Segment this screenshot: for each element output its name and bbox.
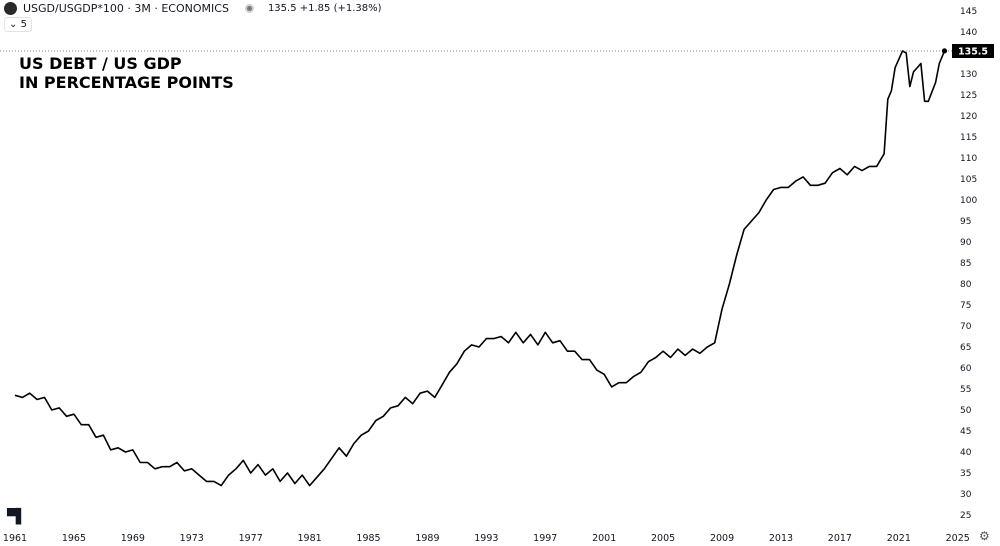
settings-gear-icon[interactable]: ⚙: [979, 529, 990, 543]
price-values: 135.5 +1.85 (+1.38%): [267, 3, 382, 14]
x-tick-label: 1993: [474, 533, 498, 544]
x-tick-label: 1985: [356, 533, 380, 544]
y-tick-label: 85: [960, 259, 971, 269]
y-tick-label: 55: [960, 385, 971, 395]
y-tick-label: 65: [960, 343, 971, 353]
annotation-line-2: IN PERCENTAGE POINTS: [19, 73, 234, 92]
symbol-name[interactable]: USGD/USGDP*100 · 3M · ECONOMICS: [23, 2, 229, 15]
x-tick-label: 1973: [180, 533, 204, 544]
chart-legend: USGD/USGDP*100 · 3M · ECONOMICS 135.5 +1…: [4, 2, 382, 15]
x-tick-label: 2025: [946, 533, 970, 544]
x-tick-label: 1997: [533, 533, 557, 544]
x-tick-label: 1965: [62, 533, 86, 544]
time-axis: 1961 1965 1969 1973 1977 1981 1985 1989 1993 1997…: [3, 533, 970, 544]
x-tick-label: 1981: [298, 533, 322, 544]
x-tick-label: 1969: [121, 533, 145, 544]
x-tick-label: 1961: [3, 533, 27, 544]
x-tick-label: 2009: [710, 533, 734, 544]
last-point-marker: [941, 48, 948, 54]
x-tick-label: 2017: [828, 533, 852, 544]
y-tick-label: 40: [960, 448, 972, 458]
indicator-count: 5: [20, 19, 27, 30]
tradingview-logo-icon[interactable]: ▀▌: [7, 509, 26, 525]
series-line: [14, 50, 946, 487]
chart-annotation: US DEBT / US GDP IN PERCENTAGE POINTS: [19, 54, 234, 92]
x-tick-label: 2013: [769, 533, 793, 544]
x-tick-label: 2001: [592, 533, 616, 544]
y-tick-label: 120: [960, 112, 977, 122]
x-tick-label: 1977: [239, 533, 263, 544]
y-tick-label: 50: [960, 406, 972, 416]
y-tick-label: 35: [960, 469, 971, 479]
x-tick-label: 1989: [415, 533, 439, 544]
indicators-collapse-button[interactable]: ⌄ 5: [4, 17, 32, 32]
y-tick-label: 105: [960, 175, 977, 185]
y-tick-label: 140: [960, 28, 977, 38]
y-tick-label: 25: [960, 511, 971, 521]
last-price-label-bg: [952, 44, 994, 58]
y-tick-label: 45: [960, 427, 971, 437]
symbol-logo-icon: [4, 2, 17, 15]
x-tick-label: 2021: [887, 533, 911, 544]
y-tick-label: 100: [960, 196, 977, 206]
x-tick-label: 2005: [651, 533, 675, 544]
y-tick-label: 130: [960, 70, 977, 80]
y-tick-label: 75: [960, 301, 971, 311]
y-tick-label: 95: [960, 217, 971, 227]
y-tick-label: 125: [960, 91, 977, 101]
annotation-line-1: US DEBT / US GDP: [19, 54, 182, 73]
y-tick-label: 90: [960, 238, 972, 248]
y-tick-label: 60: [960, 364, 972, 374]
market-status-icon: [244, 4, 254, 13]
y-tick-label: 30: [960, 490, 972, 500]
price-axis: 25 30 35 40 45 50 55 60 65 70 75 80 85 90 95 100 105 110 1…: [960, 7, 977, 521]
y-tick-label: 70: [960, 322, 972, 332]
last-price-label: 135.5: [958, 47, 988, 58]
y-tick-label: 145: [960, 7, 977, 17]
y-tick-label: 115: [960, 133, 977, 143]
y-tick-label: 110: [960, 154, 977, 164]
y-tick-label: 80: [960, 280, 972, 290]
